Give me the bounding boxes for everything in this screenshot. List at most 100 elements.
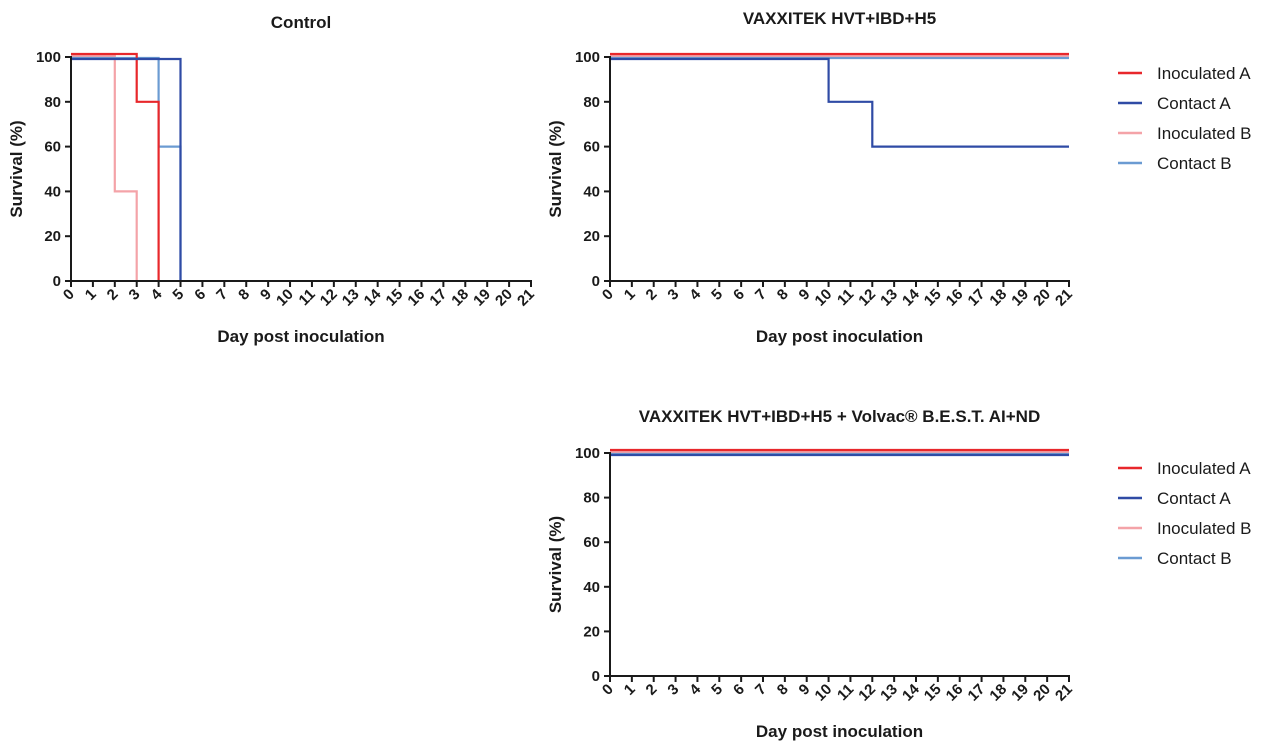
x-tick-label: 18 [986,681,1010,705]
legend: Inoculated A Contact A Inoculated B Contact… [1118,64,1252,173]
x-tick-label: 19 [470,286,494,310]
x-tick-label: 9 [796,681,814,699]
x-tick-label: 10 [812,286,836,310]
chart-panel-3: VAXXITEK HVT+IBD+H5 + Volvac® B.E.S.T. A… [546,407,1252,741]
x-tick-label: 20 [1030,681,1054,705]
y-tick-label: 60 [583,534,600,551]
y-tick-label: 100 [575,445,600,462]
x-tick-label: 20 [492,286,516,310]
x-tick-label: 1 [621,286,639,304]
series-line-contact-a [610,57,1069,148]
x-tick-label: 18 [986,286,1010,310]
y-tick-label: 60 [583,139,600,156]
x-tick-label: 11 [296,286,319,309]
y-tick-label: 0 [53,273,61,290]
x-tick-label: 3 [664,286,682,304]
x-tick-label: 21 [514,286,538,310]
legend-label: Contact A [1157,489,1231,508]
y-tick-label: 80 [44,94,61,111]
legend-label: Contact B [1157,154,1232,173]
x-tick-label: 16 [404,286,428,310]
x-tick-label: 8 [774,286,792,304]
y-tick-label: 20 [583,228,600,245]
series-line-contact-b [71,56,182,281]
series-line-contact-a [71,57,182,281]
x-tick-label: 4 [148,285,166,303]
x-tick-label: 12 [855,681,879,705]
legend-label: Inoculated B [1157,519,1252,538]
x-tick-label: 7 [752,681,770,699]
x-axis-label: Day post inoculation [756,327,923,346]
chart-title: VAXXITEK HVT+IBD+H5 + Volvac® B.E.S.T. A… [639,407,1040,426]
y-axis-label: Survival (%) [546,120,565,217]
x-tick-label: 17 [965,286,989,310]
y-tick-label: 80 [583,94,600,111]
x-tick-label: 3 [126,286,144,304]
x-tick-label: 1 [621,681,639,699]
x-tick-label: 15 [921,681,945,705]
x-tick-label: 5 [708,681,726,699]
chart-title: Control [271,13,331,32]
x-tick-label: 2 [643,286,661,304]
x-tick-label: 17 [965,681,989,705]
x-tick-label: 12 [855,286,879,310]
x-tick-label: 16 [943,681,967,705]
y-tick-label: 40 [44,183,61,200]
x-tick-label: 4 [686,285,704,303]
x-tick-label: 9 [796,286,814,304]
x-tick-label: 15 [921,286,945,310]
legend: Inoculated A Contact A Inoculated B Contact… [1118,459,1252,568]
y-tick-label: 80 [583,490,600,507]
x-tick-label: 21 [1052,286,1076,310]
x-tick-label: 8 [235,286,253,304]
x-tick-label: 5 [708,286,726,304]
x-tick-label: 13 [877,681,901,705]
x-tick-label: 10 [812,681,836,705]
x-axis-label: Day post inoculation [756,722,923,741]
x-tick-label: 16 [943,286,967,310]
x-tick-label: 20 [1030,286,1054,310]
x-tick-label: 3 [664,681,682,699]
x-tick-label: 11 [834,286,857,309]
x-tick-label: 19 [1008,286,1032,310]
y-tick-label: 100 [575,49,600,66]
y-tick-label: 60 [44,139,61,156]
x-tick-label: 6 [191,286,209,304]
legend-label: Contact A [1157,94,1231,113]
x-tick-label: 7 [213,286,231,304]
legend-label: Contact B [1157,549,1232,568]
y-tick-label: 40 [583,183,600,200]
x-tick-label: 10 [273,286,297,310]
x-tick-label: 0 [599,681,617,699]
x-tick-label: 19 [1008,681,1032,705]
series-line-inoculated-a [71,52,160,281]
legend-label: Inoculated B [1157,124,1252,143]
x-tick-label: 13 [877,286,901,310]
x-tick-label: 0 [60,286,78,304]
legend-label: Inoculated A [1157,459,1251,478]
x-tick-label: 2 [643,681,661,699]
x-tick-label: 12 [317,286,341,310]
x-tick-label: 5 [169,286,187,304]
x-tick-label: 15 [383,286,407,310]
y-tick-label: 0 [592,668,600,685]
x-tick-label: 2 [104,286,122,304]
x-tick-label: 18 [448,286,472,310]
y-tick-label: 0 [592,273,600,290]
x-tick-label: 11 [834,681,857,704]
legend-label: Inoculated A [1157,64,1251,83]
x-tick-label: 21 [1052,681,1076,705]
y-tick-label: 20 [44,228,61,245]
x-tick-label: 13 [339,286,363,310]
chart-title: VAXXITEK HVT+IBD+H5 [743,9,936,28]
y-tick-label: 20 [583,623,600,640]
y-tick-label: 100 [36,49,61,66]
x-tick-label: 0 [599,286,617,304]
x-tick-label: 6 [730,286,748,304]
x-tick-label: 1 [82,286,100,304]
x-tick-label: 8 [774,681,792,699]
y-axis-label: Survival (%) [7,120,26,217]
x-tick-label: 9 [257,286,275,304]
